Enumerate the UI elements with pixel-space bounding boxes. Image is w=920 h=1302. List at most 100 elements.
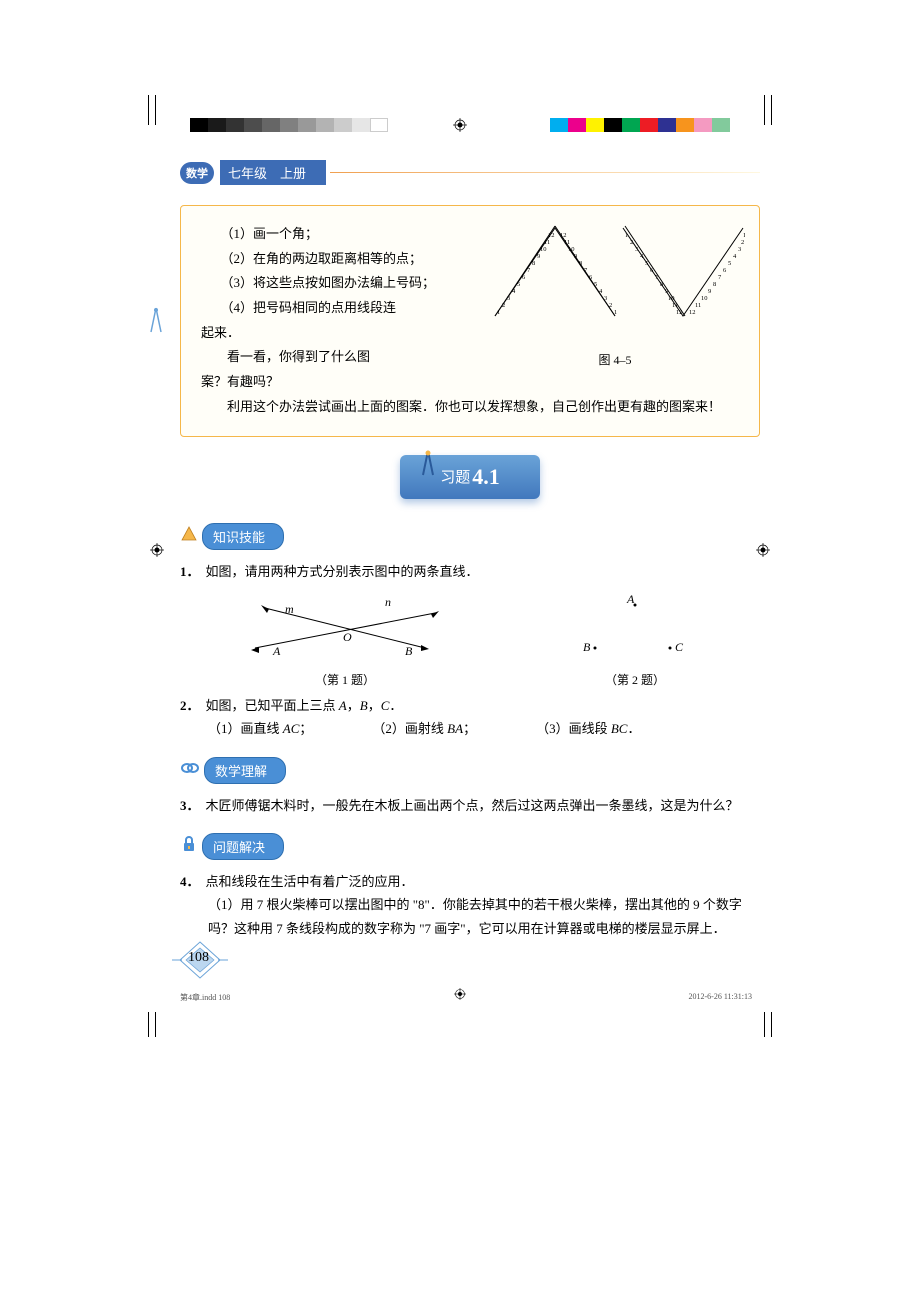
problem-text: 如图，请用两种方式分别表示图中的两条直线． <box>206 564 479 579</box>
svg-text:A: A <box>626 593 635 606</box>
figure-q2: A B C （第 2 题） <box>575 593 695 688</box>
section-solve: 问题解决 <box>180 833 284 860</box>
sub-3: （3）画线段 BC． <box>536 717 640 740</box>
svg-text:1: 1 <box>497 309 500 316</box>
compass-icon <box>141 306 171 336</box>
registration-mark-icon <box>150 543 164 557</box>
section-label: 知识技能 <box>202 523 284 550</box>
svg-text:4: 4 <box>733 253 737 260</box>
lock-icon <box>180 835 198 858</box>
svg-text:8: 8 <box>713 281 716 288</box>
figure-4-5-label: 图 4–5 <box>485 349 745 372</box>
page-content: 数学 七年级 上册 （1）画一个角； （2）在角的两边取距离相等的点； （3）将… <box>180 160 760 950</box>
problem-number: 2． <box>180 698 200 713</box>
svg-text:4: 4 <box>512 288 516 295</box>
problem-text: 如图，已知平面上三点 A，B，C． <box>206 698 403 713</box>
exercise-prefix: 习题 <box>440 466 470 487</box>
svg-text:3: 3 <box>635 246 638 253</box>
grayscale-bar <box>190 118 388 132</box>
problem-2: 2． 如图，已知平面上三点 A，B，C． （1）画直线 AC； （2）画射线 BA… <box>180 694 760 741</box>
problem-text: 木匠师傅锯木料时，一般先在木板上画出两个点，然后过这两点弹出一条墨线，这是为什么… <box>206 798 739 813</box>
figure-q1: m n A O B （第 1 题） <box>245 593 445 688</box>
svg-text:9: 9 <box>537 253 540 260</box>
figure-caption: （第 2 题） <box>575 671 695 688</box>
svg-text:3: 3 <box>507 295 510 302</box>
svg-text:10: 10 <box>701 295 708 302</box>
svg-text:9: 9 <box>708 288 711 295</box>
page-number-ornament: 108 <box>170 940 230 980</box>
svg-text:10: 10 <box>568 246 575 253</box>
subject-badge: 数学 <box>180 162 214 184</box>
svg-text:3: 3 <box>604 295 607 302</box>
svg-text:8: 8 <box>660 281 663 288</box>
problem-3: 3． 木匠师傅锯木料时，一般先在木板上画出两个点，然后过这两点弹出一条墨线，这是为… <box>180 794 760 817</box>
footer-file: 第4章.indd 108 <box>180 992 230 1003</box>
svg-text:5: 5 <box>517 281 520 288</box>
svg-text:11: 11 <box>695 302 701 309</box>
problem-number: 3． <box>180 798 200 813</box>
svg-text:1: 1 <box>743 232 745 239</box>
sub-2: （2）画射线 BA； <box>372 717 476 740</box>
header-rule <box>330 172 760 173</box>
sub-1: （1）画直线 AC； <box>208 717 312 740</box>
svg-text:A: A <box>272 644 281 658</box>
activity-line-2: 看一看，你得到了什么图 <box>201 345 461 370</box>
step-4: （4）把号码相同的点用线段连 <box>201 296 461 321</box>
svg-text:C: C <box>675 640 684 654</box>
svg-text:7: 7 <box>718 274 722 281</box>
svg-text:9: 9 <box>665 288 668 295</box>
svg-text:O: O <box>343 630 352 644</box>
svg-text:8: 8 <box>532 260 535 267</box>
grade-label: 七年级 上册 <box>220 160 326 185</box>
registration-mark-icon <box>454 988 466 1000</box>
svg-text:3: 3 <box>738 246 741 253</box>
step-2: （2）在角的两边取距离相等的点； <box>201 247 461 272</box>
problem-text: 点和线段在生活中有着广泛的应用． <box>206 874 414 889</box>
crop-mark <box>764 95 765 125</box>
section-knowledge: 知识技能 <box>180 523 284 550</box>
exercise-banner: 习题 4.1 <box>400 455 540 499</box>
footer-timestamp: 2012-6-26 11:31:13 <box>689 992 752 1001</box>
crop-mark <box>155 95 156 125</box>
page-header: 数学 七年级 上册 <box>180 160 760 185</box>
svg-text:2: 2 <box>630 239 633 246</box>
svg-text:B: B <box>583 640 591 654</box>
svg-text:9: 9 <box>574 253 577 260</box>
svg-text:7: 7 <box>527 267 531 274</box>
problem-4-sub1: （1）用 7 根火柴棒可以摆出图中的 "8"．你能去掉其中的若干根火柴棒，摆出其… <box>180 893 760 940</box>
compass-icon <box>418 449 438 482</box>
svg-text:12: 12 <box>548 232 555 239</box>
problem-number: 1． <box>180 564 200 579</box>
svg-text:10: 10 <box>668 295 675 302</box>
crop-mark <box>148 95 149 125</box>
svg-text:2: 2 <box>741 239 744 246</box>
problem-4: 4． 点和线段在生活中有着广泛的应用． （1）用 7 根火柴棒可以摆出图中的 "8… <box>180 870 760 940</box>
svg-text:12: 12 <box>560 232 567 239</box>
color-bar <box>550 118 730 132</box>
svg-text:11: 11 <box>672 302 678 309</box>
activity-box: （1）画一个角； （2）在角的两边取距离相等的点； （3）将这些点按如图办法编上… <box>180 205 760 437</box>
section-math: 数学理解 <box>180 757 286 784</box>
link-icon <box>180 760 200 781</box>
svg-text:8: 8 <box>579 260 582 267</box>
triangle-icon <box>180 525 198 548</box>
figure-4-5: 123 456 789 101112 121110 987 654 321 12… <box>485 216 745 371</box>
svg-text:B: B <box>405 644 413 658</box>
activity-line-4: 利用这个办法尝试画出上面的图案．你也可以发挥想象，自己创作出更有趣的图案来！ <box>201 395 739 420</box>
svg-text:n: n <box>385 595 391 609</box>
step-3: （3）将这些点按如图办法编上号码； <box>201 271 461 296</box>
svg-text:4: 4 <box>599 288 603 295</box>
figure-row: m n A O B （第 1 题） A B C （第 2 题） <box>180 593 760 688</box>
svg-text:1: 1 <box>614 309 617 316</box>
step-4-cont: 起来． <box>201 321 461 346</box>
activity-line-3: 案？有趣吗？ <box>201 370 739 395</box>
problem-number: 4． <box>180 874 200 889</box>
page-number: 108 <box>188 950 209 966</box>
svg-text:7: 7 <box>584 267 588 274</box>
svg-text:5: 5 <box>594 281 597 288</box>
section-label: 数学理解 <box>204 757 286 784</box>
problem-1: 1． 如图，请用两种方式分别表示图中的两条直线． <box>180 560 760 583</box>
registration-mark-icon <box>453 118 467 132</box>
crop-mark <box>771 95 772 125</box>
svg-text:1: 1 <box>625 232 628 239</box>
